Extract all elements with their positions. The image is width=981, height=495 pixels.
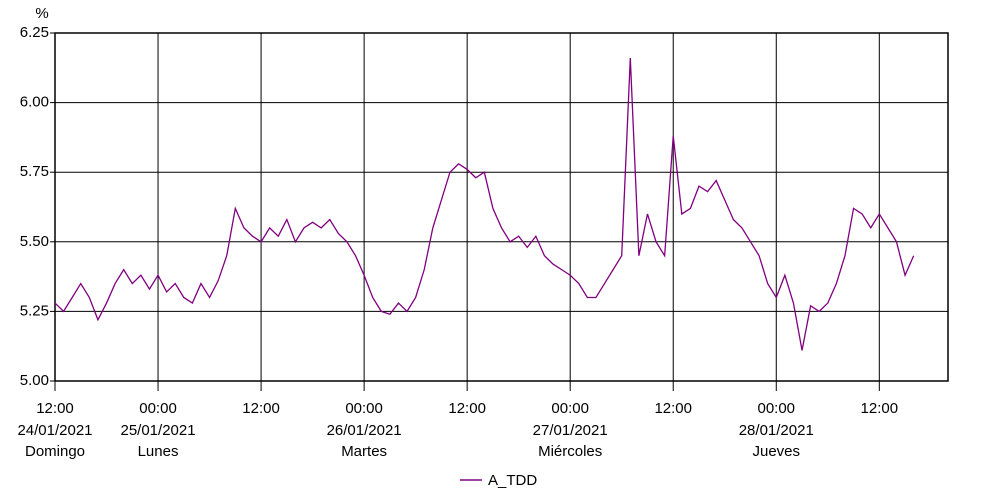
y-tick-label: 5.00 (20, 372, 49, 389)
x-day-label: Jueves (753, 443, 801, 460)
legend-label: A_TDD (488, 472, 537, 489)
y-tick-label: 6.25 (20, 24, 49, 41)
x-date-label: 25/01/2021 (120, 422, 195, 439)
x-tick-label: 12:00 (861, 400, 899, 417)
x-day-label: Lunes (138, 443, 179, 460)
x-tick-label: 12:00 (36, 400, 74, 417)
x-tick-label: 00:00 (551, 400, 589, 417)
x-tick-label: 00:00 (757, 400, 795, 417)
plot-frame (54, 32, 949, 382)
y-tick-label: 5.25 (20, 302, 49, 319)
x-date-label: 28/01/2021 (739, 422, 814, 439)
y-tick-label: 5.50 (20, 233, 49, 250)
data-line (54, 58, 915, 351)
x-date-label: 26/01/2021 (327, 422, 402, 439)
x-tick-label: 12:00 (242, 400, 280, 417)
x-date-label: 24/01/2021 (17, 422, 92, 439)
y-axis-label: % (35, 5, 48, 22)
x-tick-label: 12:00 (654, 400, 692, 417)
x-date-label: 27/01/2021 (533, 422, 608, 439)
x-tick-label: 12:00 (448, 400, 486, 417)
x-day-label: Domingo (25, 443, 85, 460)
x-tick-label: 00:00 (345, 400, 383, 417)
x-tick-label: 00:00 (139, 400, 177, 417)
y-tick-label: 6.00 (20, 94, 49, 111)
x-day-label: Miércoles (538, 443, 602, 460)
x-day-label: Martes (341, 443, 387, 460)
y-tick-label: 5.75 (20, 163, 49, 180)
